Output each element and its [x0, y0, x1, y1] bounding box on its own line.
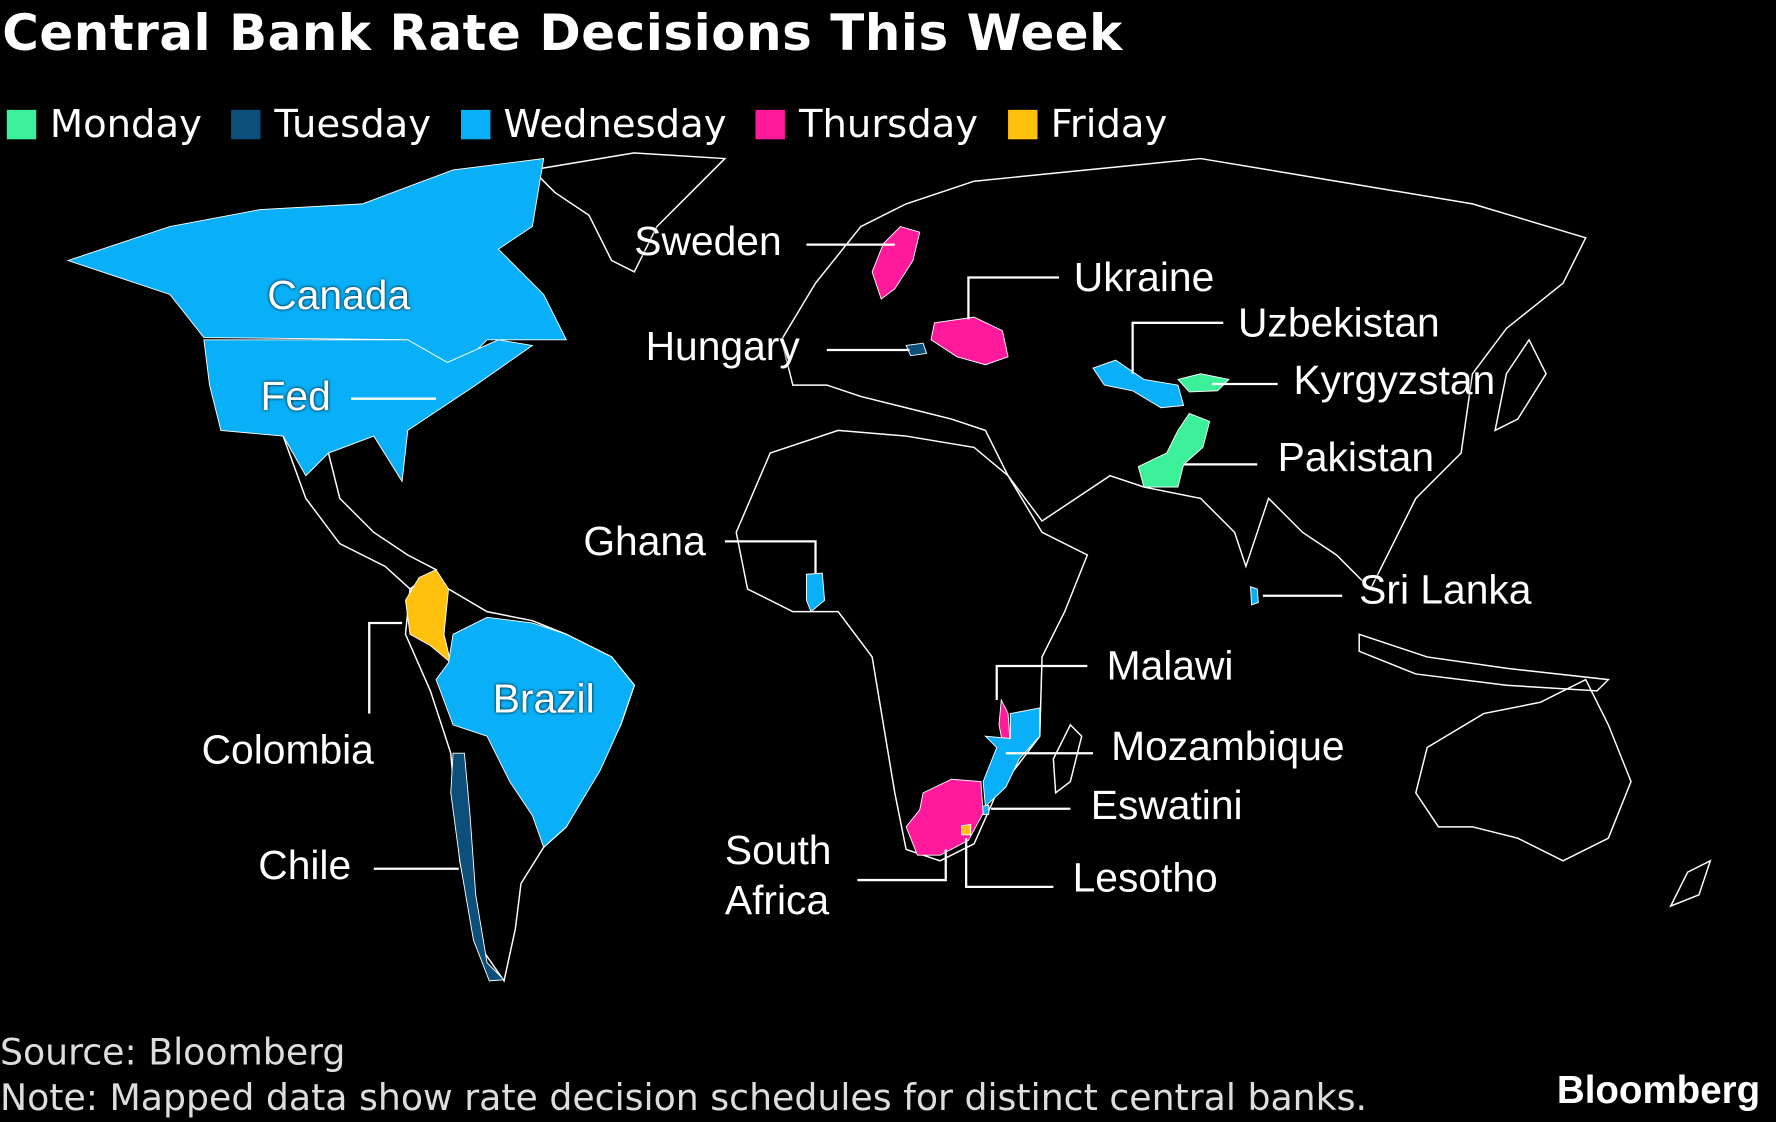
country-label: Chile — [258, 841, 352, 888]
country-label: Fed — [260, 372, 331, 420]
country-shape — [905, 342, 928, 357]
leader-line — [724, 540, 817, 574]
country-shape — [930, 316, 1009, 366]
legend: Monday Tuesday Wednesday Thursday Friday — [6, 101, 1168, 148]
leader-line — [967, 276, 1060, 320]
eurasia — [780, 157, 1587, 591]
indonesia — [1358, 633, 1610, 692]
new-zealand — [1669, 859, 1712, 908]
country-label: Malawi — [1106, 642, 1234, 689]
country-label: South Africa — [724, 826, 832, 924]
country-label: Ukraine — [1073, 253, 1215, 301]
country-label: Canada — [267, 271, 411, 319]
country-shape — [450, 752, 506, 982]
country-label: Ghana — [583, 517, 706, 565]
country-label: Hungary — [645, 322, 800, 370]
japan — [1494, 338, 1547, 432]
legend-item: Thursday — [755, 101, 979, 148]
greenland — [530, 152, 727, 273]
source: Source: Bloomberg — [0, 1030, 346, 1074]
legend-item: Wednesday — [460, 101, 727, 148]
legend-item: Monday — [6, 101, 202, 148]
legend-label: Tuesday — [274, 101, 432, 148]
country-label: Eswatini — [1090, 781, 1243, 828]
leader-lines — [351, 243, 1343, 888]
legend-swatch — [460, 109, 490, 140]
country-shape — [1137, 412, 1211, 488]
australia — [1415, 678, 1632, 862]
country-label: Lesotho — [1072, 854, 1218, 901]
country-label: Mozambique — [1111, 722, 1345, 770]
country-shape — [961, 824, 972, 836]
country-label: Sri Lanka — [1359, 566, 1532, 613]
country-label: Brazil — [492, 675, 595, 722]
madagascar — [1052, 723, 1083, 795]
leader-line — [995, 664, 1088, 700]
legend-swatch — [6, 109, 37, 140]
country-shape — [871, 226, 921, 300]
country-label: Kyrgyzstan — [1293, 356, 1496, 404]
country-shape — [435, 616, 635, 849]
legend-swatch — [1007, 109, 1037, 140]
legend-item: Friday — [1007, 101, 1168, 148]
country-shape — [905, 778, 984, 856]
legend-swatch — [755, 109, 786, 140]
legend-swatch — [231, 109, 261, 140]
leader-line — [368, 621, 403, 714]
leader-line — [965, 838, 1054, 888]
africa — [735, 429, 1089, 862]
country-shape — [1092, 359, 1185, 409]
title: Central Bank Rate Decisions This Week — [2, 4, 1123, 63]
country-shape — [982, 707, 1041, 808]
leader-line — [1131, 321, 1224, 374]
country-label: Colombia — [201, 726, 374, 773]
country-label: Uzbekistan — [1237, 299, 1440, 346]
country-shape — [66, 158, 568, 375]
legend-label: Thursday — [798, 101, 979, 148]
legend-label: Wednesday — [503, 101, 727, 148]
leader-line — [857, 849, 947, 882]
note: Note: Mapped data show rate decision sch… — [0, 1076, 1368, 1120]
logo: Bloomberg — [1556, 1069, 1761, 1113]
country-label: Pakistan — [1277, 433, 1435, 481]
country-shape — [405, 569, 452, 664]
legend-item: Tuesday — [231, 102, 431, 147]
legend-label: Friday — [1050, 101, 1168, 148]
country-shape — [805, 572, 826, 613]
legend-label: Monday — [49, 101, 202, 148]
country-shape — [1249, 586, 1259, 606]
country-shape — [203, 339, 534, 483]
country-shapes — [66, 158, 1259, 982]
country-label: Sweden — [634, 217, 782, 264]
